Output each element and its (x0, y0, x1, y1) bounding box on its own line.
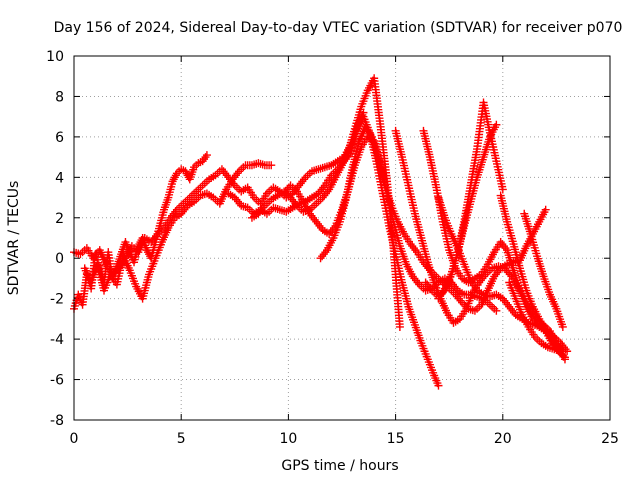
y-tick-label: 0 (55, 251, 64, 267)
x-tick-label: 20 (494, 431, 512, 447)
data-point (395, 322, 404, 331)
data-point (556, 347, 565, 356)
data-point (558, 322, 567, 331)
x-tick-label: 5 (177, 431, 186, 447)
y-tick-label: -2 (50, 292, 64, 308)
y-tick-label: -4 (50, 332, 64, 348)
plot-frame (73, 55, 611, 421)
data-point (492, 306, 501, 315)
data-point (267, 161, 276, 170)
x-tick-label: 15 (387, 431, 405, 447)
x-tick-label: 10 (279, 431, 297, 447)
y-tick-label: 10 (46, 49, 64, 65)
y-tick-label: 4 (55, 170, 64, 186)
y-axis-label: SDTVAR / TECUs (6, 181, 22, 296)
data-points (70, 74, 572, 390)
y-tick-label: 6 (55, 130, 64, 146)
chart-title: Day 156 of 2024, Sidereal Day-to-day VTE… (54, 20, 623, 36)
data-point (202, 151, 211, 160)
grid-lines (74, 56, 610, 420)
x-axis-label: GPS time / hours (281, 458, 398, 474)
data-point (492, 120, 501, 129)
data-point (434, 381, 443, 390)
x-tick-label: 0 (70, 431, 79, 447)
data-point (560, 353, 569, 362)
y-tick-label: -8 (50, 413, 64, 429)
axis-ticks: 0 5 10 15 20 25 -8 -6 -4 -2 0 2 4 6 8 10 (46, 49, 619, 447)
data-point (541, 205, 550, 214)
y-tick-label: -6 (50, 373, 64, 389)
y-tick-label: 2 (55, 211, 64, 227)
y-tick-label: 8 (55, 89, 64, 105)
data-point (498, 185, 507, 194)
x-tick-label: 25 (601, 431, 619, 447)
